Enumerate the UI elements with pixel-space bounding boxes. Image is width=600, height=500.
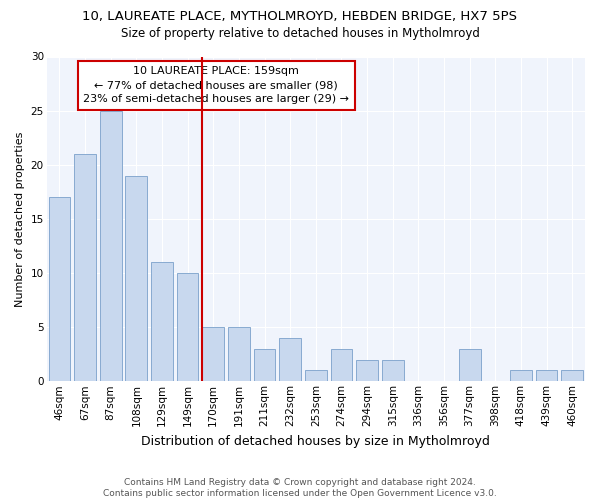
Bar: [49, 197, 70, 382]
X-axis label: Distribution of detached houses by size in Mytholmroyd: Distribution of detached houses by size …: [142, 434, 490, 448]
Bar: [536, 370, 557, 382]
Y-axis label: Number of detached properties: Number of detached properties: [15, 131, 25, 306]
Bar: [202, 327, 224, 382]
Bar: [331, 349, 352, 382]
Bar: [228, 327, 250, 382]
Bar: [279, 338, 301, 382]
Text: Contains HM Land Registry data © Crown copyright and database right 2024.
Contai: Contains HM Land Registry data © Crown c…: [103, 478, 497, 498]
Bar: [305, 370, 326, 382]
Bar: [100, 110, 122, 382]
Bar: [74, 154, 96, 382]
Bar: [177, 273, 199, 382]
Bar: [510, 370, 532, 382]
Text: 10 LAUREATE PLACE: 159sqm
← 77% of detached houses are smaller (98)
23% of semi-: 10 LAUREATE PLACE: 159sqm ← 77% of detac…: [83, 66, 349, 104]
Bar: [151, 262, 173, 382]
Bar: [254, 349, 275, 382]
Bar: [125, 176, 147, 382]
Bar: [561, 370, 583, 382]
Bar: [459, 349, 481, 382]
Text: Size of property relative to detached houses in Mytholmroyd: Size of property relative to detached ho…: [121, 28, 479, 40]
Text: 10, LAUREATE PLACE, MYTHOLMROYD, HEBDEN BRIDGE, HX7 5PS: 10, LAUREATE PLACE, MYTHOLMROYD, HEBDEN …: [83, 10, 517, 23]
Bar: [356, 360, 378, 382]
Bar: [382, 360, 404, 382]
